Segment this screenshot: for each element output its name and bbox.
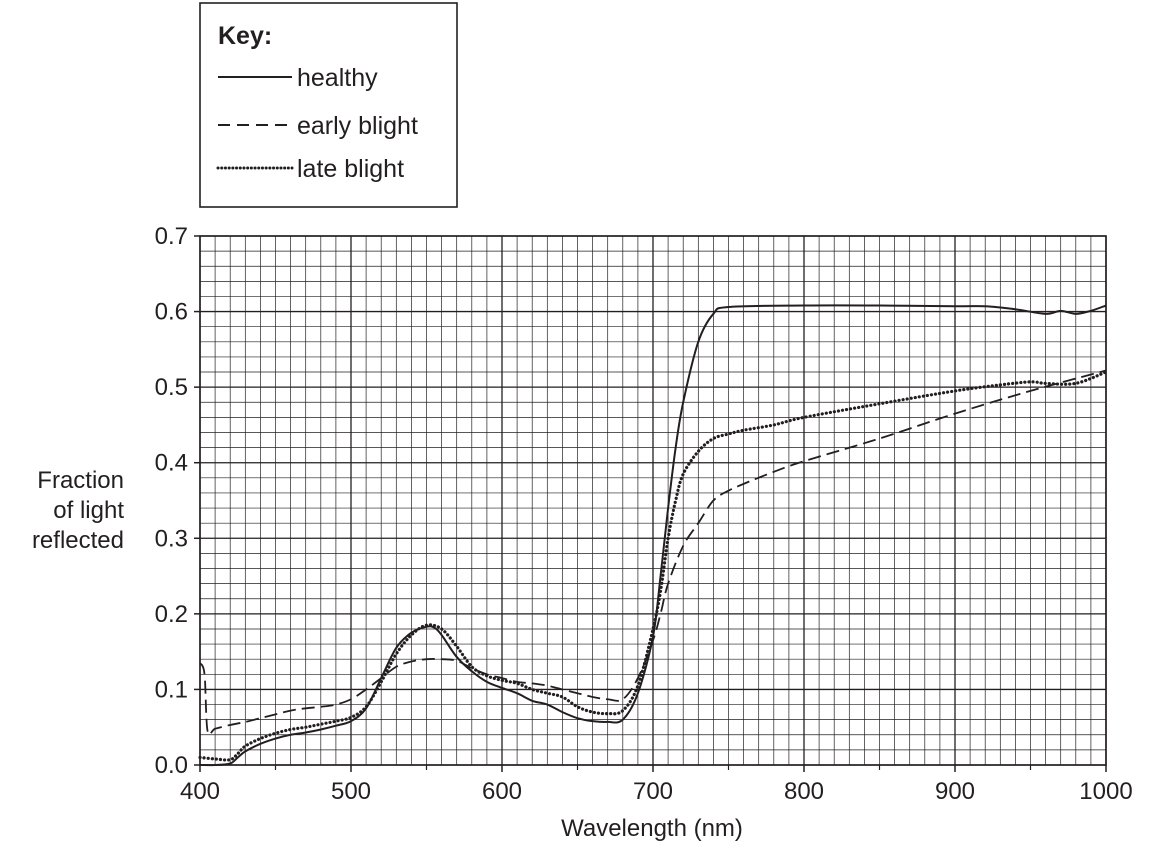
legend-title: Key: <box>218 22 272 50</box>
y-tick-label: 0.6 <box>155 299 188 326</box>
legend-label-healthy: healthy <box>297 64 378 92</box>
y-tick-label: 0.0 <box>155 752 188 779</box>
x-axis-title: Wavelength (nm) <box>561 815 743 842</box>
x-tick-label: 600 <box>482 778 522 805</box>
series-line-healthy <box>199 304 1107 767</box>
x-tick-label: 900 <box>935 778 975 805</box>
series-line-early-blight <box>199 369 1107 736</box>
legend-label-early-blight: early blight <box>297 112 418 140</box>
y-tick-label: 0.2 <box>155 601 188 628</box>
y-tick-labels: 0.0 0.1 0.2 0.3 0.4 0.5 0.6 0.7 <box>155 223 188 779</box>
x-tick-label: 800 <box>784 778 824 805</box>
x-tick-label: 1000 <box>1079 778 1132 805</box>
x-tick-label: 500 <box>331 778 371 805</box>
y-tick-label: 0.5 <box>155 374 188 401</box>
series-line-late-blight <box>198 370 1108 762</box>
x-tick-label: 700 <box>633 778 673 805</box>
y-tick-label: 0.7 <box>155 223 188 250</box>
legend-box <box>199 2 458 208</box>
x-tick-label: 400 <box>180 778 220 805</box>
y-tick-label: 0.3 <box>155 525 188 552</box>
y-tick-label: 0.1 <box>155 676 188 703</box>
legend: Key: healthy early blight late blight <box>199 2 458 208</box>
y-axis-title-line-3: reflected <box>32 527 124 554</box>
series-lines <box>198 304 1108 767</box>
x-tick-labels: 400 500 600 700 800 900 1000 <box>180 778 1133 805</box>
axis-ticks <box>194 235 1107 772</box>
legend-label-late-blight: late blight <box>297 155 404 183</box>
y-axis-title-line-2: of light <box>53 497 124 524</box>
y-axis-title-line-1: Fraction <box>37 467 124 494</box>
y-tick-label: 0.4 <box>155 450 188 477</box>
